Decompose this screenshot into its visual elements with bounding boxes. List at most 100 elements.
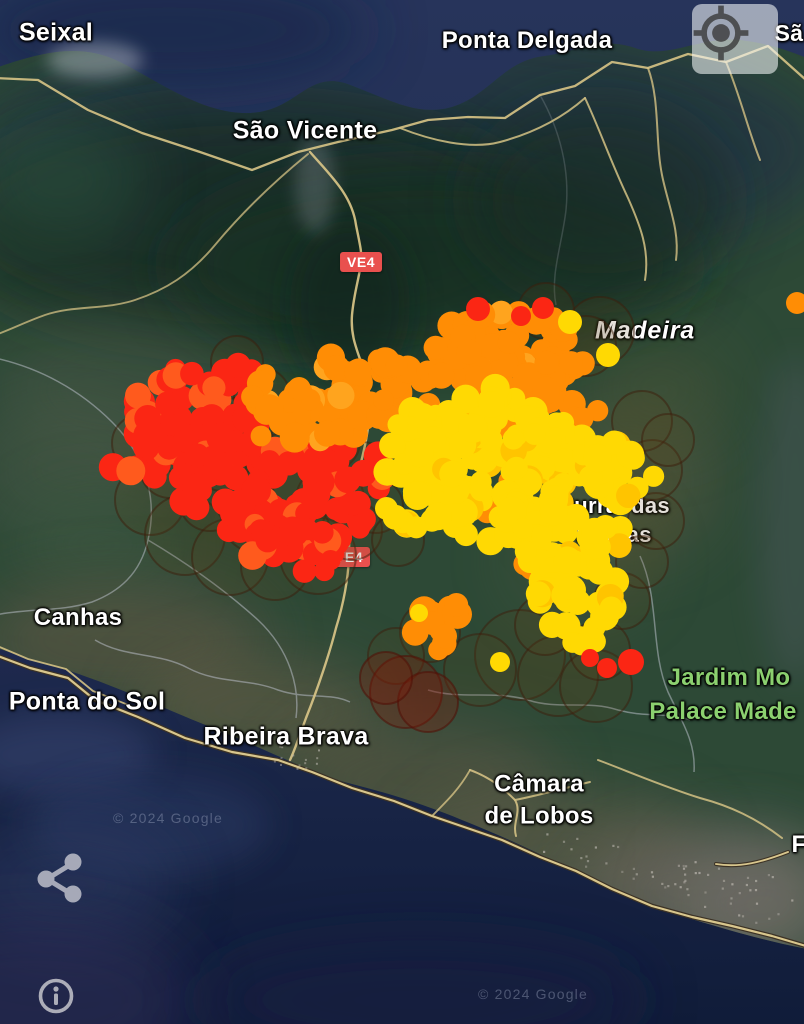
fire-dot[interactable] xyxy=(557,576,582,601)
fire-dot[interactable] xyxy=(596,343,620,367)
fire-dot[interactable] xyxy=(439,460,466,488)
fire-dot[interactable] xyxy=(466,297,490,321)
fire-dot[interactable] xyxy=(489,300,513,325)
fire-dot[interactable] xyxy=(344,359,371,386)
fire-dot[interactable] xyxy=(478,391,506,418)
fire-dot[interactable] xyxy=(505,456,528,480)
fire-dot[interactable] xyxy=(532,297,554,319)
fire-dot[interactable] xyxy=(597,658,617,678)
fire-dot[interactable] xyxy=(534,350,559,375)
fire-dot[interactable] xyxy=(616,440,645,469)
fire-dot[interactable] xyxy=(432,624,457,649)
fire-dot[interactable] xyxy=(599,596,623,620)
fire-dot[interactable] xyxy=(220,500,246,527)
fire-dot[interactable] xyxy=(241,475,271,506)
fire-dot[interactable] xyxy=(218,429,242,454)
fire-dot[interactable] xyxy=(382,504,408,530)
fire-dot[interactable] xyxy=(185,443,210,468)
fire-dot[interactable] xyxy=(586,558,614,585)
cloud-patch xyxy=(47,42,143,78)
fire-dot[interactable] xyxy=(279,517,309,547)
fire-dot[interactable] xyxy=(497,331,521,354)
fire-dot[interactable] xyxy=(423,335,448,360)
fire-dot[interactable] xyxy=(424,502,452,531)
fire-dot[interactable] xyxy=(523,423,546,446)
fire-dot[interactable] xyxy=(583,443,612,473)
fire-dot[interactable] xyxy=(643,465,665,487)
fire-dot[interactable] xyxy=(531,525,553,548)
fire-dot[interactable] xyxy=(320,550,341,571)
fire-dot[interactable] xyxy=(502,428,525,450)
fire-dot[interactable] xyxy=(318,449,341,473)
fire-dot[interactable] xyxy=(255,394,284,423)
fire-dot[interactable] xyxy=(606,533,632,558)
info-button[interactable] xyxy=(36,976,76,1016)
fire-dot[interactable] xyxy=(116,456,146,486)
fire-dot[interactable] xyxy=(279,422,310,453)
fire-dot[interactable] xyxy=(454,522,478,547)
fire-dot[interactable] xyxy=(403,481,432,510)
fire-dot[interactable] xyxy=(618,649,644,675)
fire-dot[interactable] xyxy=(208,455,234,481)
fire-dot[interactable] xyxy=(342,494,364,516)
map-label-funchal-cut: F xyxy=(791,831,804,859)
fire-dot[interactable] xyxy=(182,473,212,503)
fire-dot[interactable] xyxy=(314,420,341,447)
fire-dot[interactable] xyxy=(514,540,537,563)
fire-dot[interactable] xyxy=(142,464,167,489)
fire-dot[interactable] xyxy=(458,413,488,443)
fire-dot[interactable] xyxy=(512,517,534,539)
fire-dot[interactable] xyxy=(581,649,599,667)
fire-dot[interactable] xyxy=(385,354,408,377)
fire-dot[interactable] xyxy=(428,362,455,389)
my-location-icon xyxy=(693,5,749,61)
fire-dot[interactable] xyxy=(349,459,377,487)
fire-dot[interactable] xyxy=(287,377,311,401)
fire-dot[interactable] xyxy=(553,546,581,574)
fire-dot[interactable] xyxy=(404,438,434,468)
fire-dot[interactable] xyxy=(511,306,531,326)
fire-dot[interactable] xyxy=(133,420,163,450)
fire-dot[interactable] xyxy=(255,528,280,553)
fire-dot[interactable] xyxy=(225,352,251,378)
fire-dot[interactable] xyxy=(202,376,226,400)
fire-dot[interactable] xyxy=(525,581,551,607)
fire-dot[interactable] xyxy=(410,604,428,622)
fire-dot[interactable] xyxy=(373,389,394,411)
share-icon xyxy=(37,853,82,903)
fire-dot[interactable] xyxy=(401,619,429,646)
fire-dot[interactable] xyxy=(258,450,281,472)
fire-dot[interactable] xyxy=(125,382,151,409)
fire-dot[interactable] xyxy=(616,483,641,508)
fire-dot[interactable] xyxy=(379,432,406,459)
fire-dot[interactable] xyxy=(387,414,409,435)
fire-dot[interactable] xyxy=(470,479,492,502)
fire-dot[interactable] xyxy=(323,355,350,382)
fire-dot[interactable] xyxy=(539,497,568,526)
fire-dot[interactable] xyxy=(581,517,608,545)
fire-dot[interactable] xyxy=(456,339,482,365)
fire-dot[interactable] xyxy=(444,593,469,617)
fire-dot[interactable] xyxy=(786,292,804,314)
fire-dot[interactable] xyxy=(311,521,334,544)
fire-dot[interactable] xyxy=(558,310,582,334)
fire-dot[interactable] xyxy=(451,384,481,414)
fire-dot[interactable] xyxy=(307,483,331,506)
fire-dot[interactable] xyxy=(559,351,583,375)
fire-dot[interactable] xyxy=(276,451,301,476)
fire-dot[interactable] xyxy=(180,361,204,386)
share-button[interactable] xyxy=(30,848,90,908)
compass-button[interactable] xyxy=(692,4,778,74)
fire-dot[interactable] xyxy=(297,456,325,484)
roads-layer xyxy=(0,44,804,948)
fire-dot[interactable] xyxy=(155,391,180,416)
fire-dot[interactable] xyxy=(250,425,272,447)
fire-dot[interactable] xyxy=(480,428,503,452)
fire-dot[interactable] xyxy=(292,559,317,583)
fire-dot[interactable] xyxy=(490,652,510,672)
fire-dot[interactable] xyxy=(532,376,560,405)
fire-dot[interactable] xyxy=(570,407,594,431)
fire-dot[interactable] xyxy=(327,381,355,410)
